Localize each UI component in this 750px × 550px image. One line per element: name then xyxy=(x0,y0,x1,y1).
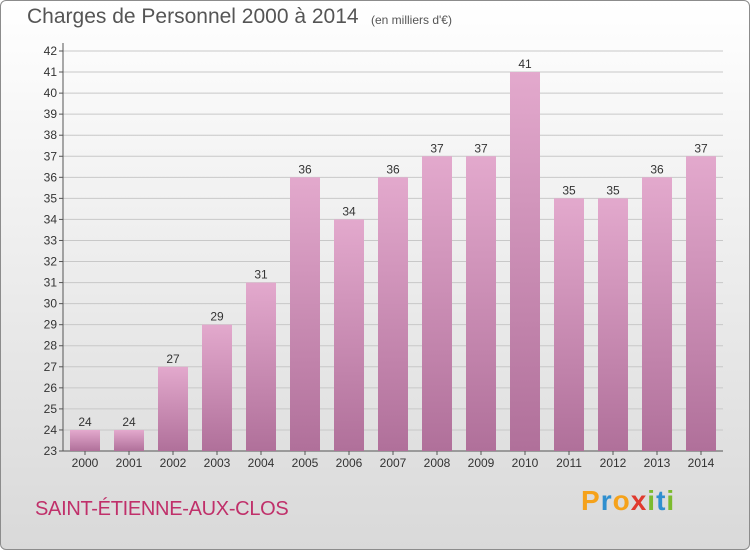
y-tick-label: 31 xyxy=(44,276,58,290)
x-tick-label: 2000 xyxy=(72,456,99,470)
x-tick-label: 2008 xyxy=(424,456,451,470)
bar xyxy=(202,324,232,451)
y-tick-label: 35 xyxy=(44,191,58,205)
chart-subtitle: (en milliers d'€) xyxy=(371,13,452,27)
logo-letter: i xyxy=(666,485,676,516)
bar-value-label: 34 xyxy=(342,204,356,218)
bar-value-label: 27 xyxy=(166,352,180,366)
x-tick-label: 2012 xyxy=(600,456,627,470)
bar-value-label: 37 xyxy=(694,141,708,155)
proxiti-logo: Proxiti xyxy=(581,485,675,517)
bar xyxy=(510,72,540,451)
bar xyxy=(686,156,716,451)
bar xyxy=(114,429,144,451)
x-tick-label: 2005 xyxy=(292,456,319,470)
bar-value-label: 36 xyxy=(650,162,664,176)
town-name: SAINT-ÉTIENNE-AUX-CLOS xyxy=(35,498,289,520)
y-tick-label: 23 xyxy=(44,444,58,458)
bar-value-label: 36 xyxy=(298,162,312,176)
y-tick-label: 39 xyxy=(44,107,58,121)
y-tick-label: 38 xyxy=(44,128,58,142)
y-tick-label: 27 xyxy=(44,360,58,374)
y-tick-label: 37 xyxy=(44,149,58,163)
y-tick-label: 33 xyxy=(44,233,58,247)
x-tick-label: 2001 xyxy=(116,456,143,470)
logo-letter: r xyxy=(600,485,613,516)
bar-value-label: 37 xyxy=(430,141,444,155)
y-tick-label: 42 xyxy=(44,44,58,58)
bar xyxy=(598,198,628,451)
bar xyxy=(422,156,452,451)
bar-value-label: 37 xyxy=(474,141,488,155)
x-tick-label: 2006 xyxy=(336,456,363,470)
bar-value-label: 29 xyxy=(210,310,224,324)
bar xyxy=(378,177,408,451)
bar-value-label: 36 xyxy=(386,162,400,176)
y-tick-label: 29 xyxy=(44,318,58,332)
logo-letter: o xyxy=(612,485,631,516)
chart-title: Charges de Personnel 2000 à 2014 xyxy=(27,5,359,28)
bar xyxy=(246,282,276,451)
x-tick-label: 2002 xyxy=(160,456,187,470)
y-tick-label: 24 xyxy=(44,423,58,437)
y-tick-label: 28 xyxy=(44,339,58,353)
bar-value-label: 41 xyxy=(518,57,532,71)
x-tick-label: 2009 xyxy=(468,456,495,470)
x-tick-label: 2007 xyxy=(380,456,407,470)
bar-value-label: 31 xyxy=(254,268,268,282)
bar xyxy=(334,219,364,451)
logo-letter: i xyxy=(647,485,657,516)
logo-letter: P xyxy=(581,485,601,516)
bar xyxy=(158,366,188,451)
x-tick-label: 2014 xyxy=(688,456,715,470)
logo-letter: x xyxy=(630,485,648,516)
bar xyxy=(290,177,320,451)
y-tick-label: 25 xyxy=(44,402,58,416)
bar-value-label: 35 xyxy=(562,183,576,197)
x-tick-label: 2011 xyxy=(556,456,582,470)
x-tick-label: 2010 xyxy=(512,456,539,470)
x-tick-label: 2004 xyxy=(248,456,275,470)
y-tick-label: 40 xyxy=(44,86,58,100)
y-tick-label: 26 xyxy=(44,381,58,395)
bar-value-label: 35 xyxy=(606,183,620,197)
y-tick-label: 41 xyxy=(44,65,58,79)
x-tick-label: 2003 xyxy=(204,456,231,470)
bar xyxy=(642,177,672,451)
bar-value-label: 24 xyxy=(78,415,92,429)
y-tick-label: 32 xyxy=(44,255,58,269)
y-tick-label: 36 xyxy=(44,170,58,184)
bar-value-label: 24 xyxy=(122,415,136,429)
bar xyxy=(554,198,584,451)
y-tick-label: 30 xyxy=(44,297,58,311)
logo-letter: t xyxy=(656,485,667,516)
bar xyxy=(70,429,100,451)
y-tick-label: 34 xyxy=(44,212,58,226)
x-tick-label: 2013 xyxy=(644,456,671,470)
bar xyxy=(466,156,496,451)
